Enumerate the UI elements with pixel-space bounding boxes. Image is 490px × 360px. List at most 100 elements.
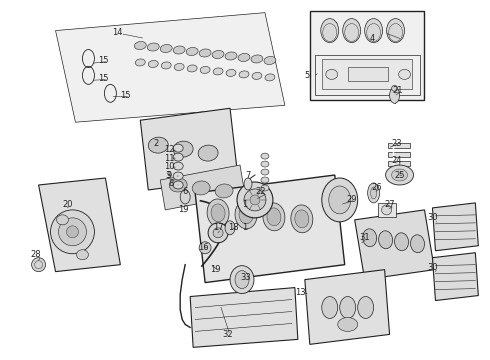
Ellipse shape [368, 183, 380, 203]
Polygon shape [160, 165, 245, 210]
Ellipse shape [238, 53, 250, 62]
Ellipse shape [265, 74, 275, 81]
Polygon shape [190, 288, 298, 347]
Ellipse shape [370, 187, 377, 199]
Ellipse shape [261, 169, 269, 175]
Ellipse shape [261, 153, 269, 159]
Ellipse shape [187, 65, 197, 72]
Ellipse shape [192, 181, 210, 195]
Ellipse shape [358, 297, 374, 319]
Text: 7: 7 [245, 171, 250, 180]
Text: 3: 3 [165, 171, 170, 180]
Circle shape [32, 258, 46, 272]
Ellipse shape [411, 235, 424, 253]
Bar [388, 170, 410, 175]
Polygon shape [195, 175, 345, 283]
Polygon shape [305, 270, 390, 345]
Polygon shape [433, 253, 478, 301]
Bar [388, 143, 410, 148]
Text: 14: 14 [112, 28, 123, 37]
Ellipse shape [244, 178, 252, 190]
Ellipse shape [207, 199, 229, 227]
Ellipse shape [235, 201, 257, 229]
Ellipse shape [169, 178, 187, 192]
Text: 20: 20 [63, 201, 73, 210]
Circle shape [382, 205, 392, 215]
Circle shape [244, 189, 266, 211]
Ellipse shape [379, 231, 392, 249]
Text: 10: 10 [164, 162, 175, 171]
Ellipse shape [363, 229, 377, 247]
Ellipse shape [329, 186, 351, 214]
Ellipse shape [186, 48, 198, 55]
Circle shape [237, 182, 273, 218]
Text: 15: 15 [98, 74, 109, 83]
Circle shape [213, 228, 223, 238]
Text: 1: 1 [242, 223, 247, 232]
Ellipse shape [264, 57, 276, 64]
Polygon shape [433, 203, 478, 251]
Text: 31: 31 [360, 233, 370, 242]
Text: 26: 26 [371, 184, 382, 193]
Text: 33: 33 [240, 273, 251, 282]
Ellipse shape [173, 153, 183, 161]
Ellipse shape [135, 59, 145, 66]
Ellipse shape [340, 297, 356, 319]
Ellipse shape [226, 69, 236, 76]
Ellipse shape [173, 162, 183, 170]
Ellipse shape [252, 72, 262, 80]
Ellipse shape [173, 46, 185, 54]
Text: 15: 15 [121, 91, 131, 100]
Ellipse shape [161, 62, 171, 69]
Text: 32: 32 [222, 330, 233, 339]
Circle shape [50, 210, 95, 254]
Ellipse shape [148, 137, 168, 153]
Ellipse shape [386, 165, 414, 185]
Text: 4: 4 [369, 34, 375, 43]
Text: 2: 2 [153, 139, 158, 148]
Polygon shape [55, 13, 285, 122]
Text: 30: 30 [427, 263, 438, 272]
Polygon shape [39, 178, 121, 272]
Text: 21: 21 [392, 86, 403, 95]
Ellipse shape [173, 172, 183, 180]
Text: 16: 16 [198, 243, 209, 252]
Ellipse shape [225, 221, 235, 235]
Text: 17: 17 [213, 223, 224, 232]
Ellipse shape [180, 190, 190, 204]
Ellipse shape [321, 19, 339, 42]
Text: 6: 6 [182, 188, 188, 197]
Text: 18: 18 [228, 223, 239, 232]
Ellipse shape [198, 145, 218, 161]
Ellipse shape [261, 185, 269, 191]
Bar [322, 59, 412, 89]
Ellipse shape [365, 19, 383, 42]
Bar [388, 152, 410, 157]
Circle shape [199, 242, 211, 254]
Ellipse shape [199, 49, 211, 57]
Ellipse shape [174, 63, 184, 71]
Ellipse shape [56, 215, 69, 225]
Ellipse shape [147, 43, 159, 51]
Ellipse shape [239, 206, 253, 224]
Ellipse shape [173, 181, 183, 189]
Ellipse shape [213, 68, 223, 75]
Text: 28: 28 [30, 250, 41, 259]
Ellipse shape [343, 19, 361, 42]
Ellipse shape [394, 233, 409, 251]
Ellipse shape [200, 66, 210, 73]
Ellipse shape [322, 297, 338, 319]
Text: 30: 30 [427, 213, 438, 222]
Text: 19: 19 [178, 206, 189, 215]
Ellipse shape [225, 52, 237, 60]
Ellipse shape [267, 208, 281, 226]
Text: 9: 9 [166, 171, 172, 180]
Text: 25: 25 [394, 171, 405, 180]
Text: 12: 12 [164, 145, 175, 154]
Ellipse shape [398, 69, 411, 80]
Ellipse shape [261, 161, 269, 167]
Ellipse shape [211, 204, 225, 222]
Ellipse shape [173, 141, 193, 157]
Text: 1: 1 [242, 201, 247, 210]
Bar [310, 11, 424, 100]
